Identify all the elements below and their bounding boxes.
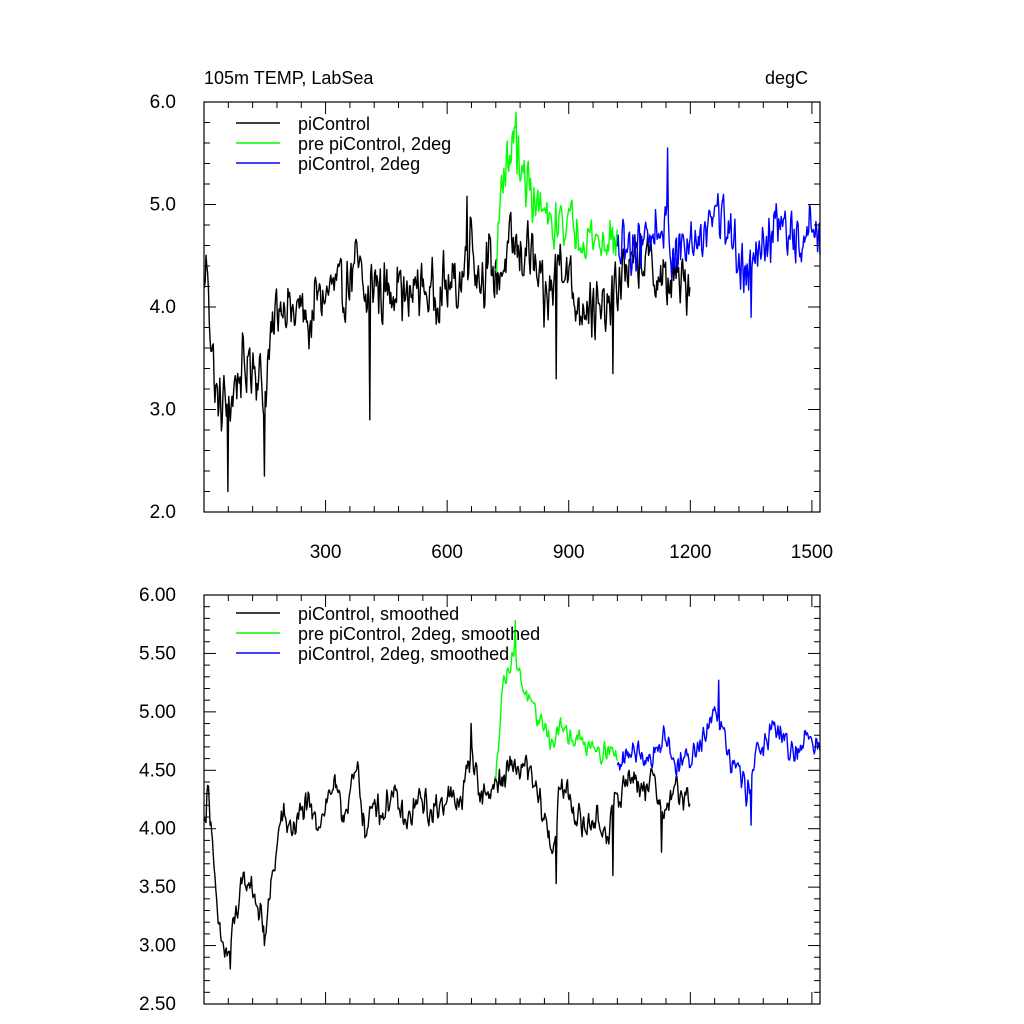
axis-tick-labels: 2.50 3.00 3.50 4.00 4.50 5.00 5.50 6.00 <box>139 585 176 1015</box>
plot-frame <box>203 594 821 1005</box>
series-line-1 <box>495 111 619 274</box>
y-tick-label: 2.50 <box>139 994 176 1015</box>
legend-entry-label: pre piControl, 2deg, smoothed <box>298 624 540 644</box>
legend-entry-label: piControl, 2deg <box>298 154 420 174</box>
chart-panel-top: 105m TEMP, LabSea degC 2.0 3.0 4.0 5.0 6.0 30… <box>150 68 833 563</box>
chart-panel-bottom: 2.50 3.00 3.50 4.00 4.50 5.00 5.50 6.00 piContr… <box>139 585 821 1015</box>
y-tick-label: 3.0 <box>150 400 176 421</box>
axis-ticks <box>204 101 820 513</box>
series-line-0 <box>203 195 691 493</box>
chart-title: 105m TEMP, LabSea <box>204 68 374 88</box>
series-line-2 <box>616 679 821 826</box>
units-label: degC <box>765 68 808 88</box>
y-tick-label: 5.50 <box>139 643 176 664</box>
y-tick-label: 4.00 <box>139 819 176 840</box>
x-tick-label: 300 <box>310 542 342 563</box>
y-tick-label: 5.0 <box>150 195 176 216</box>
legend-entry-label: piControl, 2deg, smoothed <box>298 644 509 664</box>
y-tick-label: 3.00 <box>139 936 176 957</box>
y-tick-label: 5.00 <box>139 702 176 723</box>
series-line-1 <box>495 620 619 779</box>
legend-entry-label: piControl, smoothed <box>298 604 459 624</box>
axis-tick-labels: 2.0 3.0 4.0 5.0 6.0 300 600 900 1200 1500 <box>150 92 833 563</box>
plot-lines <box>203 620 821 970</box>
y-tick-label: 2.0 <box>150 502 176 523</box>
plot-lines <box>203 111 821 493</box>
y-tick-label: 4.50 <box>139 760 176 781</box>
x-tick-label: 1500 <box>791 542 833 563</box>
legend-entry-label: piControl <box>298 114 370 134</box>
x-tick-label: 1200 <box>669 542 711 563</box>
y-tick-label: 6.0 <box>150 92 176 113</box>
axis-ticks <box>204 594 820 1005</box>
y-tick-label: 4.0 <box>150 297 176 318</box>
x-tick-label: 600 <box>431 542 463 563</box>
y-tick-label: 6.00 <box>139 585 176 606</box>
series-line-2 <box>616 147 821 318</box>
y-tick-label: 3.50 <box>139 877 176 898</box>
legend-entry-label: pre piControl, 2deg <box>298 134 451 154</box>
x-tick-label: 900 <box>553 542 585 563</box>
series-line-0 <box>203 722 691 970</box>
